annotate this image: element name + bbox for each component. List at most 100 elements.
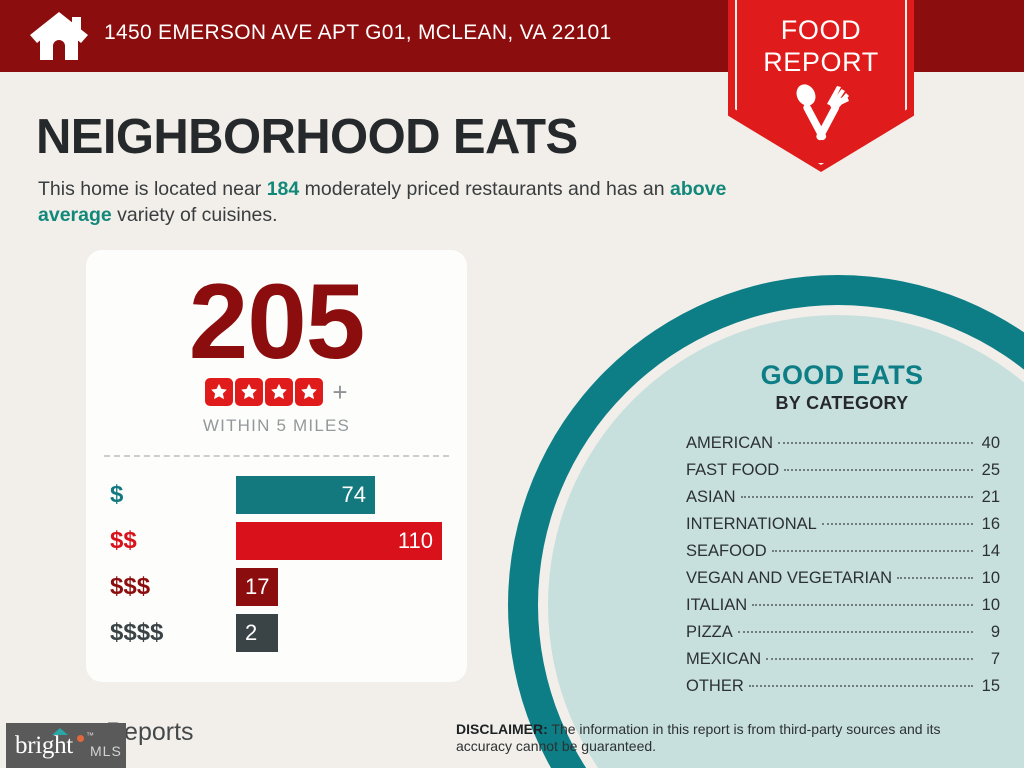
bar-row: $$ 110 <box>86 518 467 564</box>
disclaimer-text: The information in this report is from t… <box>456 721 941 754</box>
category-value: 7 <box>990 650 1000 668</box>
badge-line-1: FOOD <box>780 15 862 45</box>
category-value: 10 <box>981 569 1000 587</box>
leader-dots <box>771 550 973 552</box>
leader-dots <box>737 631 973 633</box>
category-value: 10 <box>981 596 1000 614</box>
logo-wordmark: bright <box>15 732 73 759</box>
category-row: ASIAN 21 <box>686 488 1000 515</box>
subtitle-highlight-count: 184 <box>266 178 300 200</box>
leader-dots <box>784 469 973 471</box>
leader-dots <box>752 604 973 606</box>
logo-mls-label: MLS <box>90 743 122 759</box>
badge-inner-outline <box>735 0 907 165</box>
category-name: FAST FOOD <box>686 461 780 479</box>
category-row: OTHER 15 <box>686 677 1000 704</box>
food-report-badge: FOOD REPORT <box>728 0 914 172</box>
disclaimer: DISCLAIMER: The information in this repo… <box>456 721 996 755</box>
star-icon <box>235 378 264 406</box>
category-name: ITALIAN <box>686 596 748 614</box>
bar-fill: 110 <box>236 522 442 560</box>
good-eats-title: GOOD EATS <box>760 360 924 390</box>
category-value: 15 <box>981 677 1000 695</box>
category-name: PIZZA <box>686 623 733 641</box>
bar-track: 110 <box>236 522 442 560</box>
category-value: 9 <box>990 623 1000 641</box>
category-name: VEGAN AND VEGETARIAN <box>686 569 892 587</box>
bar-value-label: 2 <box>245 620 258 645</box>
bar-category-label: $$ <box>110 527 137 554</box>
page-subtitle: This home is located near 184 moderately… <box>38 176 728 228</box>
category-name: OTHER <box>686 677 744 695</box>
star-plus-label: + <box>332 377 348 407</box>
category-row: SEAFOOD 14 <box>686 542 1000 569</box>
bar-category-label: $$$ <box>110 573 151 600</box>
category-row: MEXICAN 7 <box>686 650 1000 677</box>
bar-row: $$$ 17 <box>86 564 467 610</box>
leader-dots <box>821 523 973 525</box>
card-divider <box>104 455 449 457</box>
bar-value-label: 17 <box>245 574 270 599</box>
bar-category-label: $ <box>110 481 124 508</box>
good-eats-list: AMERICAN 40 FAST FOOD 25 ASIAN 21 INTERNATIONA… <box>672 434 1012 704</box>
bar-fill: 74 <box>236 476 375 514</box>
good-eats-panel: GOOD EATS BY CATEGORY AMERICAN 40 FAST FOO… <box>672 360 1012 704</box>
bar-track: 2 <box>236 614 278 652</box>
bar-category-label: $$$$ <box>110 619 164 646</box>
badge-text: FOOD REPORT <box>728 14 914 78</box>
category-name: AMERICAN <box>686 434 774 452</box>
category-row: INTERNATIONAL 16 <box>686 515 1000 542</box>
logo-dot-icon <box>77 735 84 742</box>
category-row: VEGAN AND VEGETARIAN 10 <box>686 569 1000 596</box>
category-row: FAST FOOD 25 <box>686 461 1000 488</box>
disclaimer-label: DISCLAIMER: <box>456 721 548 737</box>
category-value: 40 <box>981 434 1000 452</box>
restaurant-score: 205 <box>188 261 366 381</box>
star-icon <box>295 378 324 406</box>
category-name: SEAFOOD <box>686 542 767 560</box>
header-address: 1450 EMERSON AVE APT G01, MCLEAN, VA 221… <box>104 21 612 44</box>
category-name: ASIAN <box>686 488 736 506</box>
subtitle-text-3: variety of cuisines. <box>111 204 278 226</box>
badge-line-2: REPORT <box>763 47 879 77</box>
bar-track: 74 <box>236 476 375 514</box>
score-card: 205 + WITHIN 5 MILES $74 $$ 110 $$$ 17 $$$$ 2 <box>86 250 467 682</box>
leader-dots <box>748 685 973 687</box>
category-row: PIZZA 9 <box>686 623 1000 650</box>
bar-row: $74 <box>86 472 467 518</box>
category-row: AMERICAN 40 <box>686 434 1000 461</box>
home-icon <box>30 12 88 60</box>
category-name: MEXICAN <box>686 650 762 668</box>
radius-label: WITHIN 5 MILES <box>202 416 351 435</box>
leader-dots <box>766 658 973 660</box>
subtitle-text-2: moderately priced restaurants and has an <box>299 178 670 200</box>
category-value: 16 <box>981 515 1000 533</box>
logo-roof-icon <box>52 728 68 735</box>
star-icon <box>205 378 234 406</box>
bar-fill: 2 <box>236 614 278 652</box>
bright-mls-logo: bright ™ MLS <box>6 723 126 768</box>
category-row: ITALIAN 10 <box>686 596 1000 623</box>
star-icon <box>265 378 294 406</box>
category-name: INTERNATIONAL <box>686 515 817 533</box>
bar-value-label: 74 <box>341 482 366 507</box>
bar-row: $$$$ 2 <box>86 610 467 656</box>
logo-trademark: ™ <box>86 731 94 740</box>
bar-track: 17 <box>236 568 278 606</box>
page-title: NEIGHBORHOOD EATS <box>36 110 578 164</box>
leader-dots <box>778 442 973 444</box>
leader-dots <box>897 577 973 579</box>
leader-dots <box>740 496 973 498</box>
bar-fill: 17 <box>236 568 278 606</box>
category-value: 21 <box>981 488 1000 506</box>
price-bar-chart: $74 $$ 110 $$$ 17 $$$$ 2 <box>86 472 467 656</box>
category-value: 25 <box>981 461 1000 479</box>
subtitle-highlight-rating: above average <box>38 178 727 226</box>
good-eats-subtitle: BY CATEGORY <box>775 393 909 413</box>
category-value: 14 <box>981 542 1000 560</box>
bar-value-label: 110 <box>397 528 433 553</box>
spoon-fork-icon <box>796 84 849 141</box>
star-rating: + <box>86 378 467 406</box>
